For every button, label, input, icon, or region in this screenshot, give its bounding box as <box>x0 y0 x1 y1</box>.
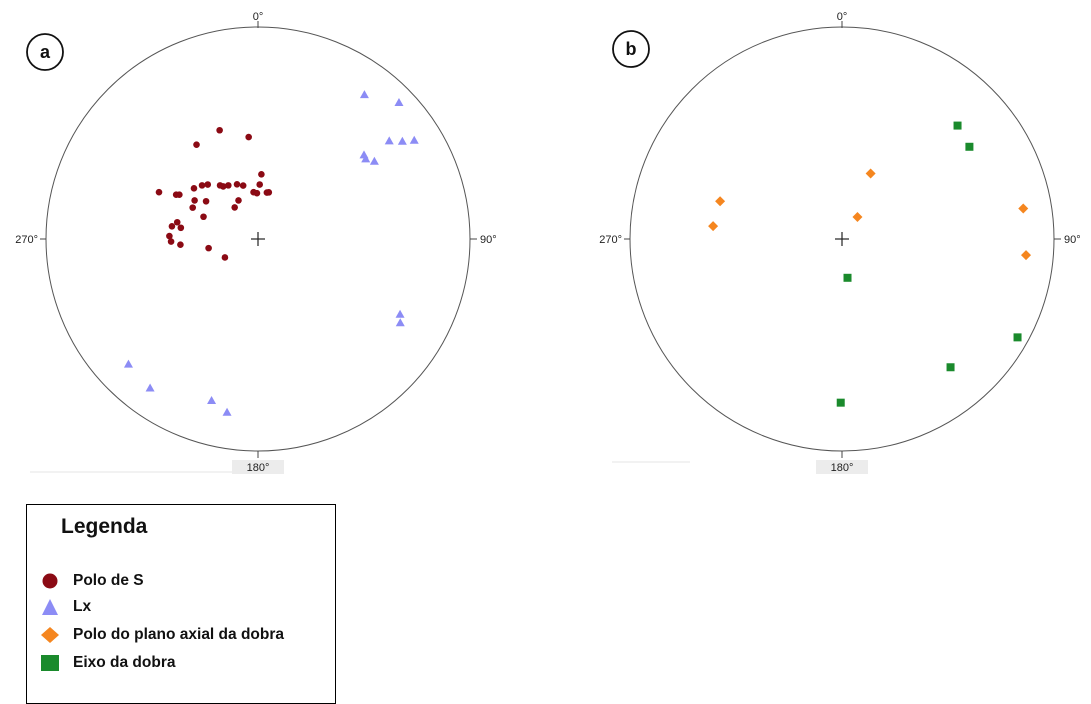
point-a-s0-10 <box>239 182 247 189</box>
point-a-s0-16 <box>256 181 263 188</box>
point-a-s0-8 <box>225 182 232 189</box>
legend-item-polo-plano-axial: Polo do plano axial da dobra <box>37 623 284 647</box>
point-a-s0-15 <box>231 204 238 211</box>
point-a-s0-19 <box>191 197 198 204</box>
point-a-s1-13 <box>222 407 232 416</box>
south-label-bg-a <box>232 460 284 474</box>
point-a-s0-4 <box>198 182 206 189</box>
point-a-s0-24 <box>245 133 252 141</box>
legend-circle-icon <box>42 573 58 589</box>
point-a-s0-20 <box>189 204 197 211</box>
legend-label: Polo do plano axial da dobra <box>73 626 284 643</box>
point-a-s0-30 <box>177 241 184 249</box>
legend-square-mark <box>41 655 59 671</box>
legend-box: Legenda Polo de S Lx Polo do plano axial… <box>26 504 336 704</box>
point-a-s0-25 <box>173 218 181 226</box>
legend-title: Legenda <box>61 515 148 538</box>
point-a-s0-28 <box>166 232 173 240</box>
point-a-s0-27 <box>177 224 185 232</box>
point-a-s0-32 <box>221 254 229 261</box>
west-label-b: 270° <box>599 234 622 246</box>
point-a-s1-1 <box>394 97 404 106</box>
point-a-s0-14 <box>235 197 242 204</box>
point-b-s0-4 <box>1018 203 1029 214</box>
panel-label-b: b <box>626 39 637 59</box>
point-a-s0-12 <box>253 189 261 197</box>
south-label-b: 180° <box>831 462 854 474</box>
legend-diamond-mark <box>41 627 59 643</box>
point-a-s1-12 <box>207 396 217 405</box>
panel-label-a: a <box>40 42 51 62</box>
points-panel-a <box>123 90 419 416</box>
legend-triangle-mark <box>42 599 58 615</box>
legend-square-icon <box>41 655 59 671</box>
point-a-s0-33 <box>202 197 210 205</box>
legend-label: Eixo da dobra <box>73 654 176 671</box>
stereonet-panel-a: 0° 180° 270° 90° a <box>15 11 497 474</box>
north-label-a: 0° <box>253 11 264 23</box>
east-label-b: 90° <box>1064 234 1081 246</box>
panel-label-circle-a <box>26 33 64 71</box>
point-a-s0-23 <box>216 126 223 134</box>
point-b-s1-4 <box>946 363 955 372</box>
point-a-s1-0 <box>359 90 369 99</box>
point-a-s0-9 <box>233 181 241 188</box>
points-panel-b <box>708 121 1032 407</box>
legend-label: Lx <box>73 598 92 615</box>
point-a-s0-18 <box>265 189 273 196</box>
point-b-s0-2 <box>865 168 876 179</box>
point-a-s1-9 <box>395 318 405 327</box>
point-a-s0-2 <box>176 191 183 198</box>
legend-item-polo-de-s: Polo de S <box>37 569 144 593</box>
legend-diamond-icon <box>41 627 59 643</box>
point-a-s0-3 <box>190 185 198 192</box>
point-b-s1-3 <box>1013 333 1022 342</box>
point-b-s0-0 <box>715 196 726 207</box>
north-label-b: 0° <box>837 11 848 23</box>
point-b-s1-2 <box>843 273 852 282</box>
point-a-s1-7 <box>409 135 419 144</box>
point-b-s1-0 <box>953 121 962 130</box>
point-b-s0-3 <box>852 211 863 222</box>
point-a-s0-0 <box>155 188 163 196</box>
legend-item-eixo-dobra: Eixo da dobra <box>37 651 176 675</box>
south-label-bg-b <box>816 460 868 474</box>
legend-circle-mark <box>42 573 58 589</box>
point-a-s1-10 <box>123 359 133 368</box>
west-label-a: 270° <box>15 234 38 246</box>
point-a-s0-29 <box>167 238 175 245</box>
point-a-s0-13 <box>258 171 265 178</box>
point-a-s0-7 <box>219 183 227 190</box>
east-label-a: 90° <box>480 234 497 246</box>
point-b-s1-1 <box>965 142 974 151</box>
point-a-s0-22 <box>193 141 200 148</box>
point-a-s0-21 <box>200 213 207 221</box>
point-a-s1-3 <box>361 154 371 163</box>
south-label-a: 180° <box>247 462 270 474</box>
point-a-s1-4 <box>369 156 379 165</box>
point-a-s1-11 <box>145 383 155 392</box>
point-b-s1-5 <box>836 398 845 407</box>
legend-label: Polo de S <box>73 572 144 589</box>
point-a-s0-31 <box>205 244 212 252</box>
point-b-s0-1 <box>708 221 719 232</box>
point-a-s1-5 <box>384 136 394 145</box>
point-a-s1-6 <box>397 136 407 145</box>
point-a-s0-26 <box>168 222 176 230</box>
point-a-s0-5 <box>204 181 212 188</box>
legend-triangle-icon <box>42 599 58 615</box>
legend-item-lx: Lx <box>37 595 91 619</box>
point-b-s0-5 <box>1021 250 1032 261</box>
panel-label-circle-b <box>612 30 650 68</box>
point-a-s1-8 <box>395 309 405 318</box>
stereonet-panel-b: 0° 180° 270° 90° b <box>599 11 1081 474</box>
